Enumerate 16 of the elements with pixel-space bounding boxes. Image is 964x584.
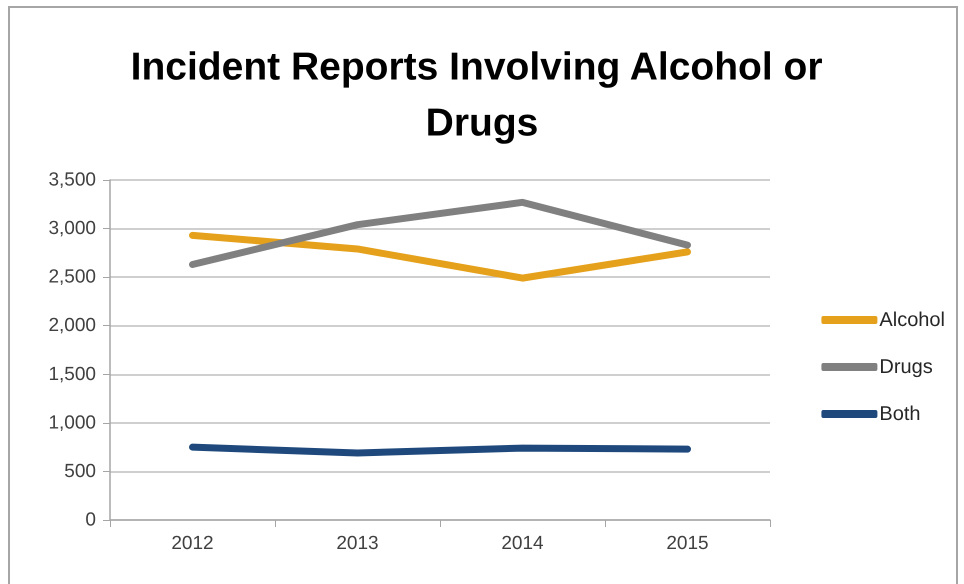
y-tick-label: 2,500	[48, 266, 96, 288]
y-tick-label: 1,500	[48, 364, 96, 385]
x-tick-label: 2013	[336, 533, 379, 554]
chart-title: Incident Reports Involving Alcohol or Drugs	[130, 46, 834, 144]
y-tick-label: 2,000	[48, 315, 96, 336]
legend-label: Alcohol	[879, 309, 946, 331]
y-tick-label: 500	[64, 460, 96, 482]
x-tick-label: 2015	[666, 533, 709, 554]
legend-label: Drugs	[879, 356, 933, 378]
x-tick-label: 2014	[501, 533, 544, 554]
x-tick-label: 2012	[171, 533, 214, 554]
y-tick-label: 1,000	[48, 412, 96, 434]
y-tick-label: 3,000	[48, 218, 96, 240]
legend-label: Both	[879, 403, 921, 425]
y-tick-label: 0	[85, 510, 96, 530]
y-tick-label: 3,500	[48, 170, 96, 190]
